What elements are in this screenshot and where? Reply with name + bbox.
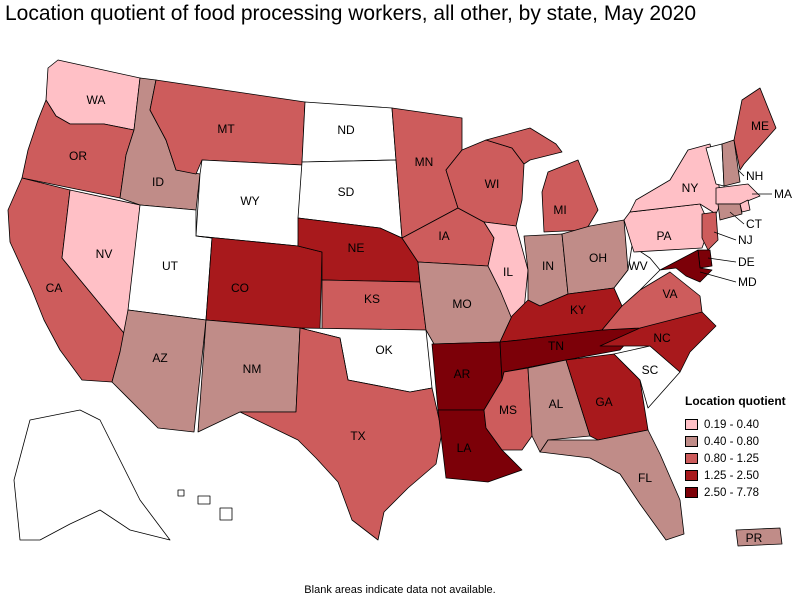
state-label-nv: NV (96, 247, 113, 261)
legend-item: 0.19 - 0.40 (685, 416, 797, 433)
legend-label: 0.80 - 1.25 (704, 452, 759, 465)
state-label-mt: MT (217, 122, 235, 136)
state-label-ca: CA (46, 281, 63, 295)
state-pr[interactable] (735, 527, 783, 547)
leader-line (713, 231, 737, 241)
state-label-ms: MS (499, 403, 517, 417)
legend-swatch (685, 453, 698, 464)
leader-line (699, 271, 737, 283)
legend-swatch (685, 436, 698, 447)
state-label-me: ME (751, 119, 769, 133)
legend-item: 0.40 - 0.80 (685, 433, 797, 450)
state-hi[interactable] (219, 507, 233, 521)
state-mi[interactable] (485, 127, 563, 165)
state-label-ma: MA (774, 187, 792, 201)
state-label-tn: TN (548, 339, 564, 353)
state-az[interactable] (111, 309, 207, 433)
state-tx[interactable] (239, 327, 443, 541)
state-label-il: IL (503, 265, 513, 279)
state-md[interactable] (659, 249, 713, 283)
state-label-ny: NY (682, 181, 699, 195)
state-mi[interactable] (541, 159, 599, 233)
map-title: Location quotient of food processing wor… (5, 2, 697, 25)
state-ma[interactable] (715, 183, 761, 205)
state-ak[interactable] (13, 409, 171, 541)
state-label-sc: SC (642, 363, 659, 377)
legend-swatch (685, 487, 698, 498)
state-label-mo: MO (452, 297, 471, 311)
legend-item: 1.25 - 2.50 (685, 467, 797, 484)
state-label-wi: WI (485, 177, 500, 191)
state-label-az: AZ (152, 351, 167, 365)
state-label-ut: UT (162, 259, 179, 273)
state-label-la: LA (457, 441, 472, 455)
state-label-al: AL (549, 397, 564, 411)
legend-title: Location quotient (685, 394, 786, 408)
legend-swatch (685, 419, 698, 430)
legend-item: 0.80 - 1.25 (685, 450, 797, 467)
state-hi[interactable] (197, 495, 211, 505)
state-label-ar: AR (454, 367, 471, 381)
leader-line (737, 169, 745, 177)
state-nh[interactable] (721, 139, 741, 187)
state-label-id: ID (152, 175, 164, 189)
state-label-ky: KY (570, 303, 586, 317)
state-wv[interactable] (613, 245, 661, 307)
state-label-or: OR (69, 149, 87, 163)
state-label-va: VA (662, 287, 677, 301)
leader-line (707, 257, 737, 263)
state-label-wv: WV (628, 259, 647, 273)
state-label-nm: NM (243, 362, 262, 376)
state-label-oh: OH (589, 251, 607, 265)
state-co[interactable] (195, 235, 323, 331)
state-label-de: DE (738, 255, 755, 269)
state-label-md: MD (738, 275, 757, 289)
state-label-ga: GA (595, 395, 612, 409)
legend-item: 2.50 - 7.78 (685, 484, 797, 501)
state-label-ne: NE (348, 241, 365, 255)
legend-label: 2.50 - 7.78 (704, 486, 759, 499)
state-label-ok: OK (375, 343, 392, 357)
state-label-pr: PR (746, 531, 763, 545)
state-label-nj: NJ (738, 233, 753, 247)
state-label-mi: MI (553, 203, 566, 217)
state-label-wa: WA (87, 93, 106, 107)
state-label-nh: NH (746, 169, 763, 183)
state-label-ia: IA (438, 229, 449, 243)
state-label-ks: KS (364, 292, 380, 306)
state-label-pa: PA (656, 229, 671, 243)
state-label-wy: WY (240, 194, 259, 208)
state-label-mn: MN (415, 155, 434, 169)
state-me[interactable] (733, 87, 777, 171)
state-fl[interactable] (539, 429, 685, 541)
state-label-tx: TX (350, 429, 365, 443)
state-label-ct: CT (746, 217, 763, 231)
legend: Location quotient 0.19 - 0.40 0.40 - 0.80… (685, 394, 797, 501)
state-hi[interactable] (177, 489, 185, 497)
state-sc[interactable] (613, 345, 681, 409)
state-label-fl: FL (638, 471, 652, 485)
state-label-in: IN (542, 259, 554, 273)
legend-swatch (685, 470, 698, 481)
state-label-nd: ND (337, 123, 355, 137)
state-label-nc: NC (653, 331, 671, 345)
footnote: Blank areas indicate data not available. (304, 584, 496, 596)
state-label-co: CO (231, 281, 249, 295)
state-nj[interactable] (701, 211, 719, 251)
leader-line (729, 211, 745, 225)
legend-label: 0.19 - 0.40 (704, 418, 759, 431)
legend-label: 1.25 - 2.50 (704, 469, 759, 482)
state-label-sd: SD (338, 185, 355, 199)
legend-label: 0.40 - 0.80 (704, 435, 759, 448)
